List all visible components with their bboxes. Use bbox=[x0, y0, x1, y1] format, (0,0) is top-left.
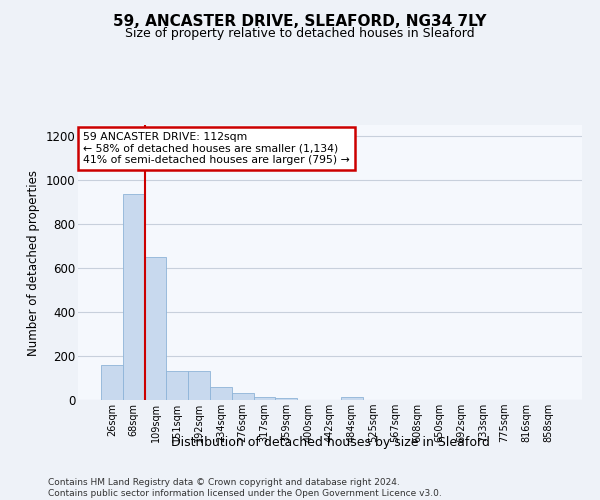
Bar bbox=[123, 194, 145, 400]
Bar bbox=[275, 398, 297, 400]
Text: Distribution of detached houses by size in Sleaford: Distribution of detached houses by size … bbox=[170, 436, 490, 449]
Y-axis label: Number of detached properties: Number of detached properties bbox=[27, 170, 40, 356]
Bar bbox=[232, 394, 254, 400]
Bar bbox=[145, 257, 166, 400]
Bar bbox=[188, 372, 210, 400]
Bar bbox=[341, 398, 363, 400]
Bar bbox=[254, 396, 275, 400]
Text: 59, ANCASTER DRIVE, SLEAFORD, NG34 7LY: 59, ANCASTER DRIVE, SLEAFORD, NG34 7LY bbox=[113, 14, 487, 29]
Text: Contains HM Land Registry data © Crown copyright and database right 2024.
Contai: Contains HM Land Registry data © Crown c… bbox=[48, 478, 442, 498]
Text: 59 ANCASTER DRIVE: 112sqm
← 58% of detached houses are smaller (1,134)
41% of se: 59 ANCASTER DRIVE: 112sqm ← 58% of detac… bbox=[83, 132, 350, 165]
Bar bbox=[101, 365, 123, 400]
Bar bbox=[166, 372, 188, 400]
Bar bbox=[210, 388, 232, 400]
Text: Size of property relative to detached houses in Sleaford: Size of property relative to detached ho… bbox=[125, 28, 475, 40]
